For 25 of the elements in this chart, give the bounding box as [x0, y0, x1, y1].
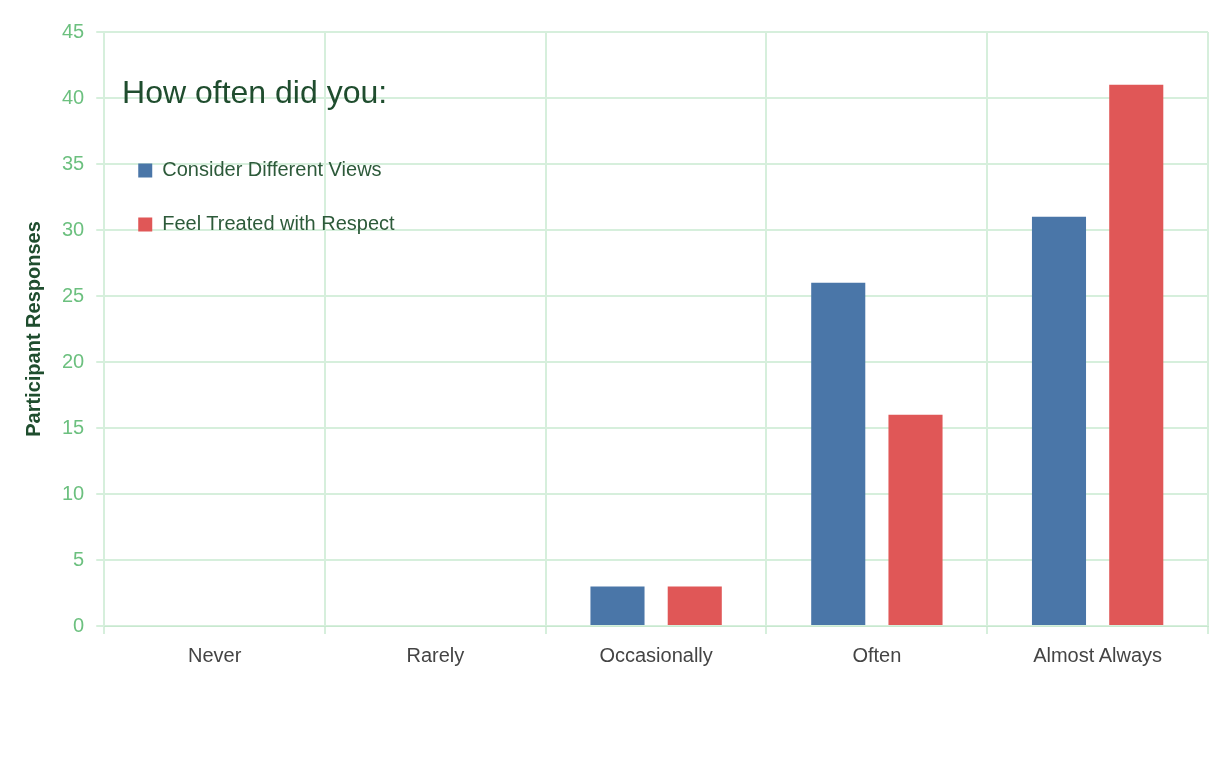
x-tick-label: Never — [187, 643, 242, 666]
y-tick-label: 10 — [62, 481, 85, 504]
y-tick-label: 30 — [62, 217, 85, 240]
bar — [590, 586, 645, 625]
y-tick-label: 15 — [62, 415, 85, 438]
y-tick-label: 20 — [62, 349, 85, 372]
y-tick-label: 5 — [73, 547, 85, 570]
bar — [667, 586, 722, 625]
legend-label: Feel Treated with Respect — [162, 211, 396, 234]
legend-title: How often did you: — [122, 73, 388, 110]
legend-label: Consider Different Views — [162, 157, 382, 180]
x-tick-label: Occasionally — [599, 643, 713, 666]
bar — [1031, 216, 1087, 625]
y-tick-label: 25 — [62, 283, 85, 306]
y-tick-label: 35 — [62, 151, 85, 174]
bar — [888, 414, 943, 625]
y-axis-title: Participant Responses — [21, 221, 44, 437]
y-tick-label: 0 — [73, 613, 85, 636]
x-tick-label: Rarely — [406, 643, 465, 666]
y-tick-label: 40 — [62, 85, 85, 108]
x-tick-label: Often — [852, 643, 902, 666]
x-tick-label: Almost Always — [1033, 643, 1163, 666]
bar — [1109, 84, 1164, 625]
bar — [811, 282, 866, 625]
y-tick-label: 45 — [62, 19, 85, 42]
